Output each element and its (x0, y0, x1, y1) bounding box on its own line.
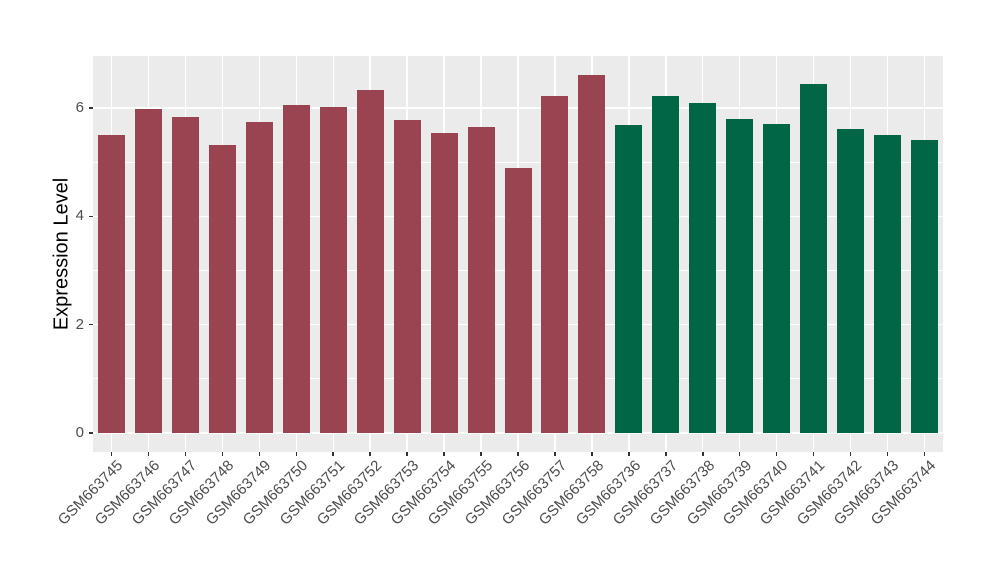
bar-GSM663754 (430, 132, 458, 433)
bar-GSM663756 (504, 168, 532, 433)
x-tick (184, 452, 187, 456)
plot-panel (93, 56, 943, 452)
bar-GSM663740 (763, 124, 791, 433)
bar-GSM663751 (319, 107, 347, 433)
x-tick (406, 452, 408, 456)
bar-GSM663757 (541, 95, 569, 433)
bar-GSM663736 (615, 124, 643, 433)
bar-GSM663752 (356, 89, 384, 433)
x-tick (665, 452, 667, 456)
bar-GSM663737 (652, 96, 680, 433)
x-tick (258, 452, 261, 456)
x-tick (886, 452, 889, 456)
x-tick (738, 452, 741, 456)
y-tick (88, 323, 93, 326)
bar-GSM663742 (837, 129, 865, 433)
bar-GSM663743 (874, 134, 902, 433)
x-tick (480, 452, 482, 456)
y-tick-label: 2 (75, 315, 84, 333)
bar-GSM663747 (171, 117, 199, 433)
bar-GSM663755 (467, 126, 495, 433)
y-tick-label: 0 (75, 424, 84, 441)
x-tick (332, 452, 334, 456)
bar-GSM663750 (282, 104, 310, 433)
x-tick (775, 452, 778, 456)
bar-GSM663746 (134, 108, 162, 433)
x-tick (849, 452, 852, 456)
bar-GSM663741 (800, 84, 828, 433)
x-tick (221, 452, 224, 456)
y-axis-title: Expression Level (50, 177, 73, 331)
bar-GSM663745 (97, 134, 125, 433)
bar-GSM663758 (578, 74, 606, 433)
x-tick (591, 452, 593, 456)
bar-GSM663739 (726, 118, 754, 433)
x-tick (517, 452, 519, 456)
x-tick (443, 452, 445, 456)
y-tick (88, 432, 93, 434)
x-tick (147, 452, 150, 456)
x-tick (295, 452, 297, 456)
x-tick (923, 452, 926, 456)
y-tick (88, 107, 93, 109)
bar-GSM663748 (208, 145, 236, 433)
bar-GSM663738 (689, 102, 717, 433)
y-tick (88, 215, 93, 218)
y-tick-label: 4 (75, 207, 84, 225)
bar-GSM663753 (393, 120, 421, 433)
y-tick-label: 6 (75, 98, 84, 116)
bar-GSM663744 (911, 139, 939, 433)
x-tick (369, 452, 371, 456)
bar-GSM663749 (245, 121, 273, 433)
x-tick (812, 452, 815, 456)
x-tick (628, 452, 630, 456)
x-tick (702, 452, 704, 456)
x-tick (554, 452, 556, 456)
x-tick (110, 452, 113, 456)
